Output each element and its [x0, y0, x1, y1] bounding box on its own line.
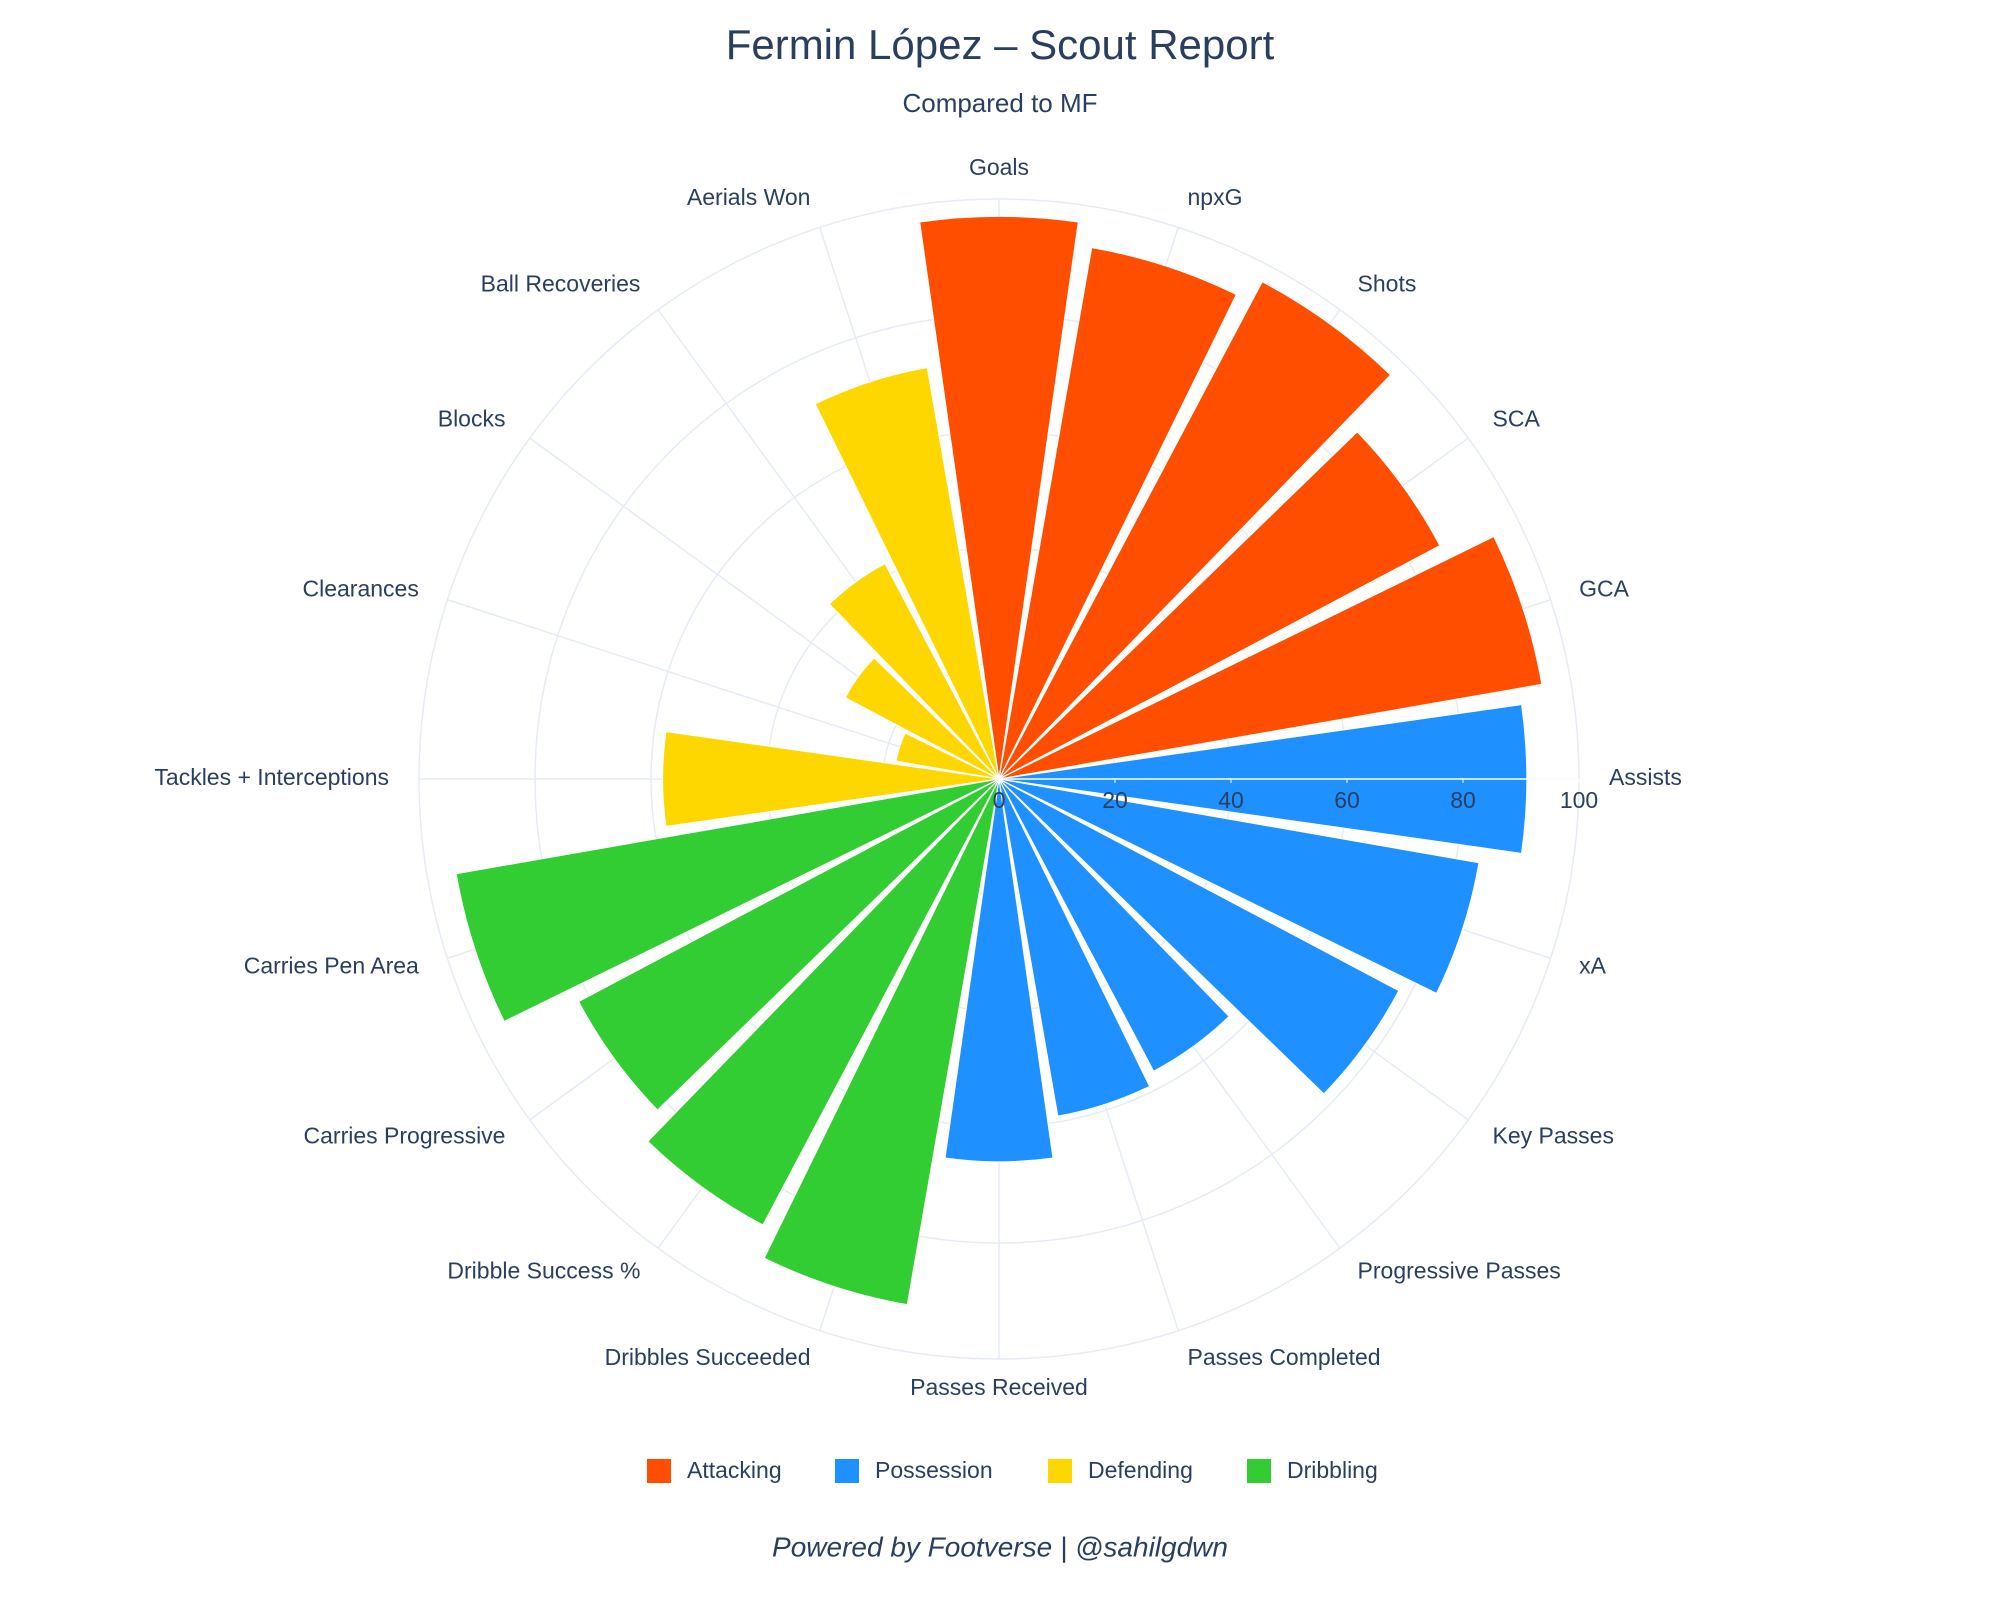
legend-swatch: [1247, 1459, 1271, 1483]
chart-subtitle: Compared to MF: [902, 88, 1097, 118]
category-label: Progressive Passes: [1358, 1258, 1561, 1284]
bar: [578, 778, 1000, 1111]
bar: [998, 247, 1237, 780]
category-label: Blocks: [438, 406, 506, 432]
legend-label: Possession: [875, 1457, 993, 1483]
bar: [998, 778, 1230, 1072]
bar: [998, 535, 1543, 780]
category-label: Shots: [1358, 271, 1417, 297]
category-label: Goals: [969, 154, 1029, 180]
bar: [998, 281, 1392, 780]
category-label: Key Passes: [1493, 1123, 1614, 1149]
category-label: Assists: [1609, 764, 1682, 790]
r-tick-label: 100: [1560, 787, 1598, 813]
bar: [998, 778, 1151, 1117]
r-tick-label: 0: [993, 787, 1006, 813]
bar: [763, 778, 1000, 1306]
r-tick-label: 60: [1334, 787, 1360, 813]
category-label: Dribbles Succeeded: [605, 1344, 811, 1370]
bar: [828, 563, 1000, 780]
category-label: npxG: [1188, 184, 1243, 210]
r-tick-label: 20: [1102, 787, 1128, 813]
bar: [998, 778, 1400, 1095]
bar: [662, 731, 1000, 827]
bar: [455, 778, 1000, 1023]
category-label: Aerials Won: [687, 184, 811, 210]
category-label: Carries Progressive: [304, 1123, 506, 1149]
r-tick-label: 80: [1450, 787, 1476, 813]
bar: [998, 778, 1480, 995]
category-label: Carries Pen Area: [244, 953, 419, 979]
category-label: Passes Completed: [1188, 1344, 1381, 1370]
chart-title: Fermin López – Scout Report: [726, 21, 1275, 68]
bar: [919, 215, 1079, 780]
footer: Powered by Footverse | @sahilgdwn: [772, 1531, 1228, 1562]
category-label: Ball Recoveries: [481, 271, 641, 297]
category-label: xA: [1579, 953, 1607, 979]
category-label: SCA: [1493, 406, 1541, 432]
bar: [944, 778, 1054, 1163]
category-label: Clearances: [303, 576, 419, 602]
legend-swatch: [1048, 1459, 1072, 1483]
legend-label: Dribbling: [1287, 1457, 1378, 1483]
bar: [844, 657, 1000, 780]
category-label: GCA: [1579, 576, 1630, 602]
category-label: Passes Received: [910, 1374, 1088, 1400]
legend-swatch: [647, 1459, 671, 1483]
bar: [647, 778, 1000, 1226]
legend-label: Attacking: [687, 1457, 782, 1483]
bar: [814, 367, 1000, 780]
legend-swatch: [835, 1459, 859, 1483]
category-label: Dribble Success %: [447, 1258, 640, 1284]
category-label: Tackles + Interceptions: [154, 764, 389, 790]
r-tick-label: 40: [1218, 787, 1244, 813]
bar: [998, 431, 1441, 780]
bar: [895, 732, 1000, 780]
legend-label: Defending: [1088, 1457, 1193, 1483]
